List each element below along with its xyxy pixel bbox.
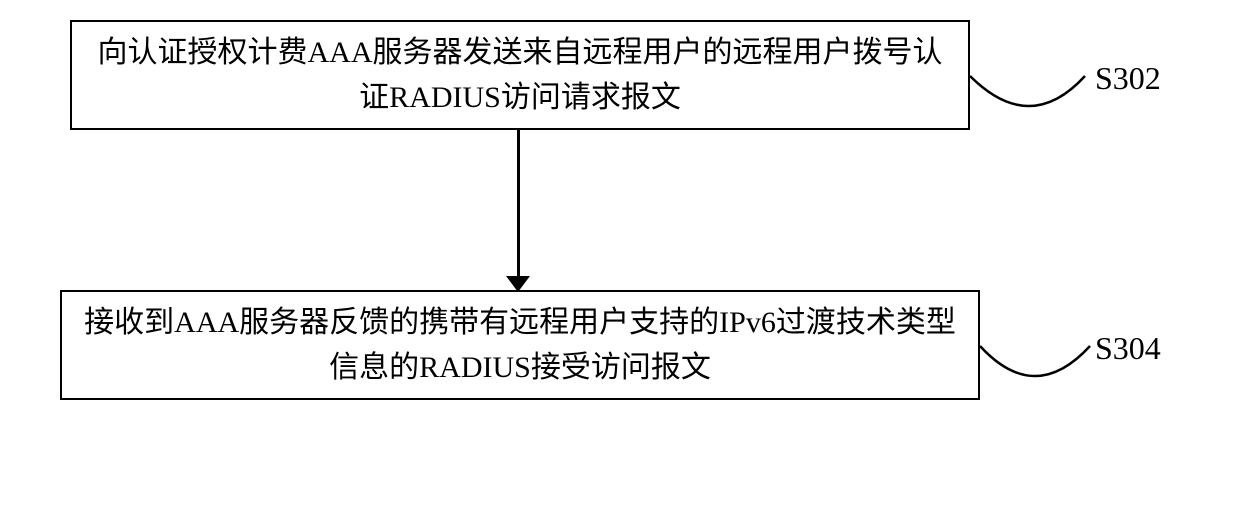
flowchart-node-2: 接收到AAA服务器反馈的携带有远程用户支持的IPv6过渡技术类型信息的RADIU…	[60, 290, 980, 400]
edge-arrow-head	[506, 276, 530, 292]
edge-arrow-line	[517, 130, 520, 278]
step-label-2: S304	[1095, 330, 1161, 367]
flowchart-container: 向认证授权计费AAA服务器发送来自远程用户的远程用户拨号认证RADIUS访问请求…	[0, 0, 1240, 505]
node-2-text: 接收到AAA服务器反馈的携带有远程用户支持的IPv6过渡技术类型信息的RADIU…	[82, 300, 958, 390]
connector-2	[980, 296, 1095, 396]
step-label-1: S302	[1095, 60, 1161, 97]
node-1-text: 向认证授权计费AAA服务器发送来自远程用户的远程用户拨号认证RADIUS访问请求…	[92, 30, 948, 120]
flowchart-node-1: 向认证授权计费AAA服务器发送来自远程用户的远程用户拨号认证RADIUS访问请求…	[70, 20, 970, 130]
connector-1	[970, 26, 1090, 126]
